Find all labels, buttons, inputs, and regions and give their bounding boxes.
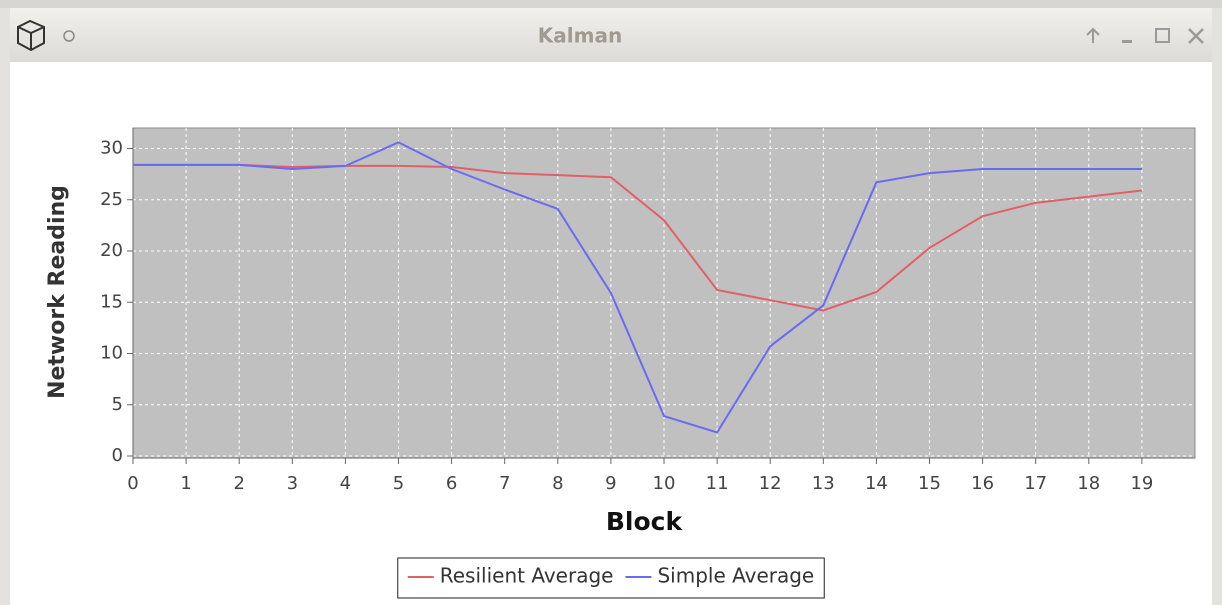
x-tick-label: 0 [127, 473, 138, 494]
x-tick-label: 9 [605, 473, 616, 494]
y-tick-label: 10 [100, 343, 123, 364]
x-tick-label: 11 [706, 473, 729, 494]
y-tick-label: 5 [112, 394, 123, 415]
x-tick-label: 6 [446, 473, 457, 494]
y-axis-label: Network Reading [45, 185, 70, 399]
x-tick-label: 19 [1130, 473, 1153, 494]
right-border [1212, 8, 1222, 605]
legend-label: Simple Average [657, 564, 814, 588]
x-tick-label: 18 [1077, 473, 1100, 494]
window-title: Kalman [538, 24, 622, 48]
x-tick-label: 8 [552, 473, 563, 494]
series-line [133, 163, 1143, 312]
x-tick-label: 12 [759, 473, 782, 494]
maximize-button[interactable] [1155, 28, 1170, 43]
close-button[interactable] [1188, 28, 1204, 44]
left-border [0, 8, 10, 605]
x-tick-label: 14 [865, 473, 888, 494]
x-tick-label: 10 [653, 473, 676, 494]
y-tick-label: 25 [100, 189, 123, 210]
minimize-button[interactable] [1122, 40, 1132, 43]
y-tick-label: 20 [100, 240, 123, 261]
x-tick-label: 5 [393, 473, 404, 494]
x-tick-label: 3 [287, 473, 298, 494]
legend: Resilient Average Simple Average [397, 557, 825, 599]
series-line [133, 141, 1142, 434]
legend-box [397, 557, 825, 599]
top-edge [0, 0, 1222, 8]
x-tick-label: 7 [499, 473, 510, 494]
shade-button[interactable] [1086, 27, 1100, 43]
x-tick-label: 15 [918, 473, 941, 494]
window-icon[interactable] [17, 19, 45, 52]
legend-label: Resilient Average [440, 564, 614, 588]
y-tick-label: 0 [112, 445, 123, 466]
y-tick-label: 30 [100, 138, 123, 159]
sticky-button[interactable] [63, 30, 75, 42]
x-tick-label: 16 [971, 473, 994, 494]
x-tick-label: 2 [233, 473, 244, 494]
title-bar [0, 8, 1222, 62]
x-tick-label: 4 [340, 473, 351, 494]
x-tick-label: 17 [1024, 473, 1047, 494]
x-axis-label: Block [606, 507, 684, 536]
y-tick-label: 15 [100, 291, 123, 312]
x-tick-label: 13 [812, 473, 835, 494]
x-tick-label: 1 [180, 473, 191, 494]
